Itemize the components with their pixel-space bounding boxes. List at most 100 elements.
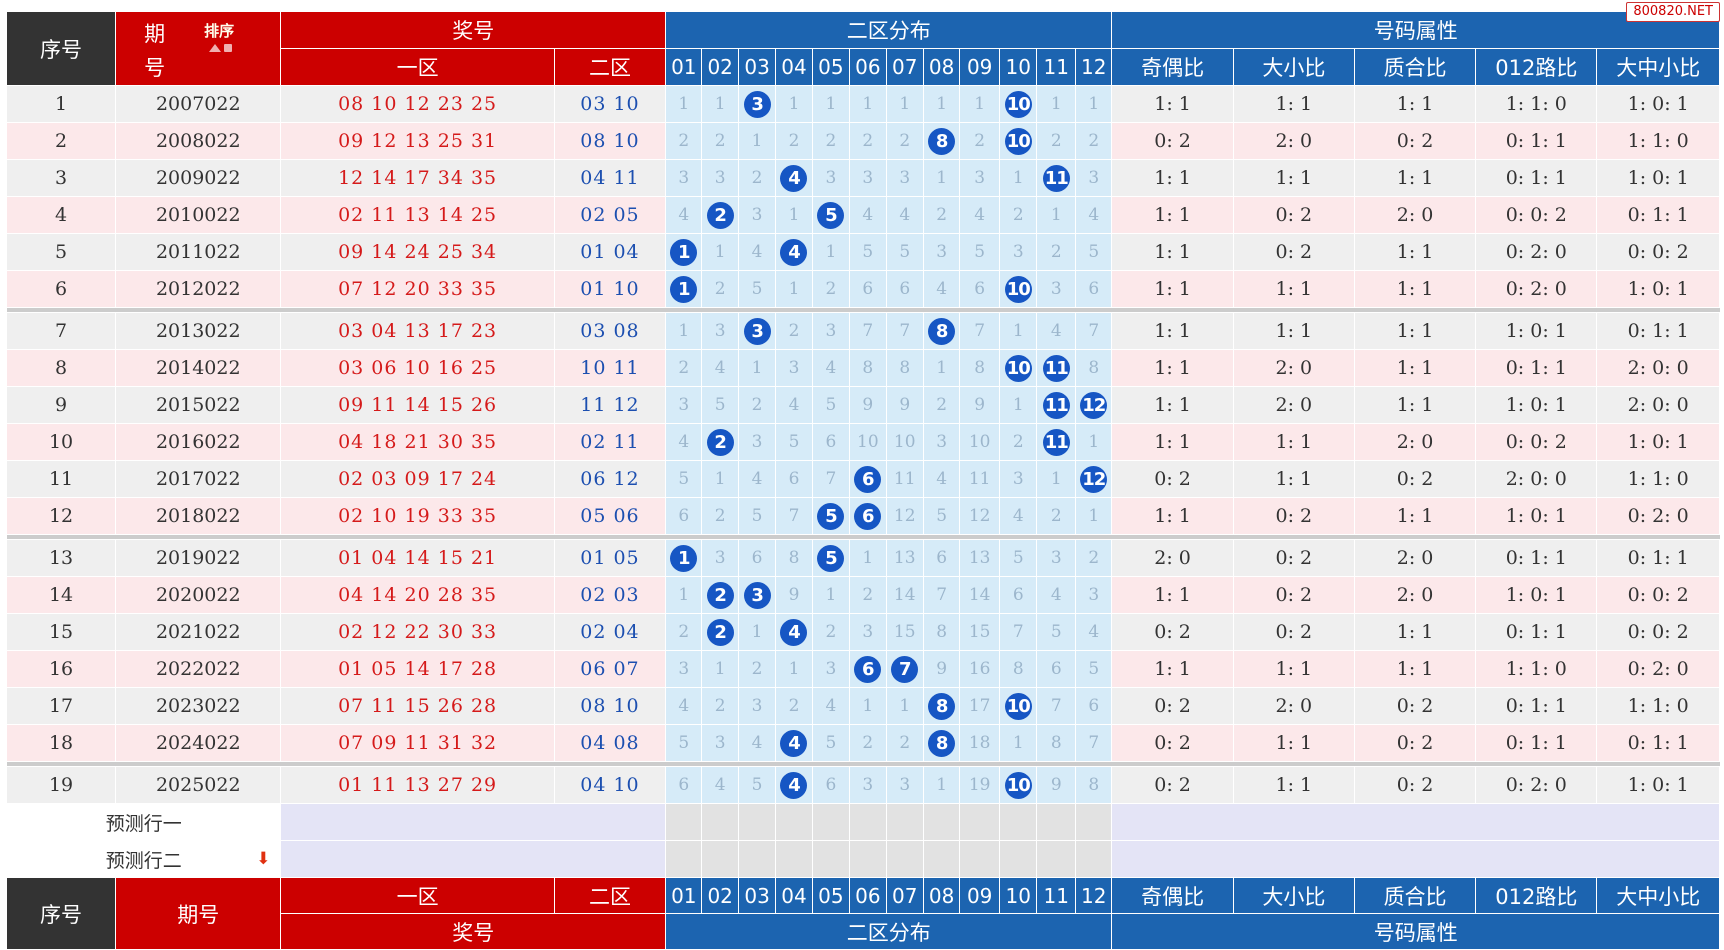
dist-cell: 3: [737, 312, 777, 350]
sort-down-icon[interactable]: [224, 44, 233, 52]
row-seq: 11: [5, 460, 117, 498]
dist-cell: 1: [701, 460, 739, 498]
hit-ball: 4: [780, 771, 808, 799]
row-zone-one-numbers: 09 14 24 25 34: [280, 233, 555, 271]
predict-cell[interactable]: [665, 803, 703, 841]
predict-cell[interactable]: [922, 803, 961, 841]
hit-ball: 2: [706, 581, 734, 609]
predict-cell[interactable]: [701, 840, 739, 878]
hit-ball: 10: [1004, 692, 1032, 720]
dist-cell: 3: [811, 312, 851, 350]
attr-cell: 1: 0: 1: [1596, 85, 1720, 123]
row-seq: 5: [5, 233, 117, 271]
dist-number-header: 08: [922, 48, 961, 86]
hit-ball: 8: [928, 729, 956, 757]
row-seq: 18: [5, 724, 117, 762]
predict-cell[interactable]: [849, 840, 887, 878]
dist-cell: 2: [701, 576, 739, 614]
predict-cell[interactable]: [1075, 803, 1113, 841]
attr-col-header: 012路比: [1475, 877, 1598, 914]
table-row: 2 2008022 09 12 13 25 31 08 10 2 2 1 2 2 2 2 8 2 10 2 2…: [5, 122, 1720, 160]
predict-row-2-attrs: [1111, 840, 1720, 878]
row-zone-one-numbers: 02 12 22 30 33: [280, 613, 555, 651]
predict-cell[interactable]: [998, 803, 1038, 841]
dist-cell: 1: [665, 312, 703, 350]
predict-cell[interactable]: [811, 803, 851, 841]
attr-cell: 1: 1: [1111, 650, 1234, 688]
dist-cell: 6: [849, 497, 887, 535]
row-zone-two-numbers: 04 11: [553, 159, 667, 197]
dist-number-header: 10: [998, 48, 1038, 86]
predict-cell[interactable]: [922, 840, 961, 878]
dist-cell: 2: [775, 687, 813, 725]
sort-up-icon[interactable]: [209, 44, 222, 52]
dist-number-header: 05: [811, 877, 851, 914]
dist-cell: 9: [1036, 766, 1077, 804]
hit-ball: 4: [780, 164, 808, 192]
predict-cell[interactable]: [775, 803, 813, 841]
attr-cell: 2: 0: [1111, 539, 1234, 577]
dist-cell: 9: [885, 386, 924, 424]
predict-cell[interactable]: [1036, 803, 1077, 841]
dist-cell: 7: [922, 576, 961, 614]
dist-cell: 6: [959, 270, 1000, 308]
predict-cell[interactable]: [701, 803, 739, 841]
footer-row-2: 奖号 二区分布 号码属性: [7, 913, 1720, 950]
zone-two-header: 二区: [553, 48, 667, 86]
dist-cell: 7: [1075, 724, 1113, 762]
row-zone-two-numbers: 04 08: [553, 724, 667, 762]
predict-row-1-prize[interactable]: [280, 803, 667, 841]
predict-cell[interactable]: [885, 803, 924, 841]
dist-cell: 1: [737, 613, 777, 651]
sort-button[interactable]: 排序: [204, 22, 235, 40]
attr-col-header: 012路比: [1475, 48, 1598, 86]
attr-cell: 1: 0: 1: [1596, 270, 1720, 308]
dist-cell: 7: [849, 312, 887, 350]
attr-cell: 2: 0: [1232, 687, 1355, 725]
attr-cell: 1: 1: [1232, 159, 1355, 197]
dist-number-header: 09: [959, 877, 1000, 914]
hit-ball: 10: [1004, 275, 1032, 303]
predict-cell[interactable]: [885, 840, 924, 878]
site-watermark[interactable]: 800820.NET: [1626, 2, 1720, 22]
footer-attr-header: 号码属性: [1111, 913, 1720, 950]
predict-cell[interactable]: [1075, 840, 1113, 878]
dist-cell: 4: [665, 423, 703, 461]
predict-row-2-prize[interactable]: [280, 840, 667, 878]
dist-cell: 8: [1036, 724, 1077, 762]
group-separator: [6, 534, 1720, 540]
predict-row-2-label[interactable]: 预测行二 ⬇: [5, 840, 282, 878]
predict-row[interactable]: 预测行二 ⬇: [5, 840, 1720, 878]
predict-cell[interactable]: [811, 840, 851, 878]
row-zone-one-numbers: 12 14 17 34 35: [280, 159, 555, 197]
attr-cell: 0: 2: [1353, 687, 1477, 725]
predict-cell[interactable]: [665, 840, 703, 878]
hit-ball: 3: [743, 581, 771, 609]
predict-cell[interactable]: [998, 840, 1038, 878]
predict-cell[interactable]: [737, 840, 777, 878]
arrow-down-icon[interactable]: ⬇: [256, 849, 271, 869]
predict-cell[interactable]: [959, 803, 1000, 841]
dist-cell: 6: [811, 423, 851, 461]
predict-cell[interactable]: [737, 803, 777, 841]
row-period: 2019022: [115, 539, 282, 577]
dist-cell: 9: [922, 650, 961, 688]
dist-cell: 5: [665, 724, 703, 762]
row-zone-one-numbers: 02 11 13 14 25: [280, 196, 555, 234]
predict-row[interactable]: 预测行一: [5, 803, 1720, 841]
dist-cell: 1: [885, 85, 924, 123]
dist-cell: 6: [849, 270, 887, 308]
dist-cell: 1: [1036, 196, 1077, 234]
row-zone-two-numbers: 01 05: [553, 539, 667, 577]
predict-cell[interactable]: [959, 840, 1000, 878]
predict-cell[interactable]: [849, 803, 887, 841]
dist-cell: 10: [849, 423, 887, 461]
table-row: 3 2009022 12 14 17 34 35 04 11 3 3 2 4 3 3 3 1 3 1 11 3…: [5, 159, 1720, 197]
group-separator: [6, 307, 1720, 313]
row-period: 2018022: [115, 497, 282, 535]
predict-cell[interactable]: [775, 840, 813, 878]
predict-cell[interactable]: [1036, 840, 1077, 878]
attr-cell: 1: 1: [1353, 85, 1477, 123]
row-zone-two-numbers: 06 07: [553, 650, 667, 688]
period-header[interactable]: 期 号 排序: [115, 11, 282, 86]
